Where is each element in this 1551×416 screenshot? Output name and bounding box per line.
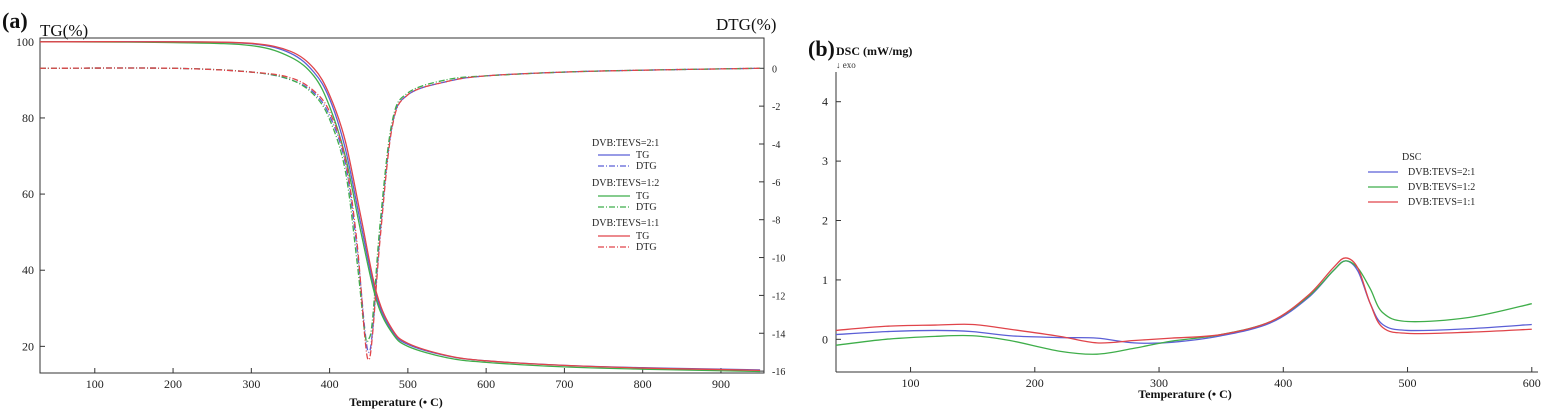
panel-b-xlabel: Temperature (• C) (1138, 387, 1232, 401)
panel-b-exo-label: ↓ exo (836, 60, 856, 70)
legend-a-label-dtg-3: DTG (636, 242, 657, 253)
panel-b-series (835, 257, 1532, 355)
legend-a-label-dtg-1: DTG (636, 161, 657, 172)
b-xtick-label-1: 200 (1026, 376, 1044, 390)
a-xtick-label-3: 400 (321, 377, 339, 391)
panel-a-xlabel: Temperature (• C) (349, 395, 443, 409)
b-xtick-label-5: 600 (1523, 376, 1541, 390)
b-ytick-label-3: 3 (822, 154, 828, 168)
panel-a-ticks: 100 200 300 400 500 600 700 800 900 20 40 60 80 100 0 -… (16, 35, 785, 391)
legend-a-heading-1: DVB:TEVS=2:1 (592, 138, 659, 149)
a-y2tick-label-6: -12 (772, 291, 785, 302)
panel-b-ticks: 100 200 300 400 500 600 0 1 2 3 4 (822, 95, 1541, 390)
panel-b-ylabel: DSC (mW/mg) (836, 44, 912, 58)
b-ytick-label-4: 4 (822, 95, 828, 109)
a-y2tick-label-2: -4 (772, 140, 780, 151)
a-series-line-1 (39, 67, 761, 353)
b-series-line-0 (835, 260, 1532, 344)
legend-a-label-tg-1: TG (636, 150, 649, 161)
a-xtick-label-4: 500 (399, 377, 417, 391)
legend-b-label-3: DVB:TEVS=1:1 (1408, 197, 1475, 208)
legend-b-label-2: DVB:TEVS=1:2 (1408, 182, 1475, 193)
legend-b-label-1: DVB:TEVS=2:1 (1408, 167, 1475, 178)
a-y2tick-label-7: -14 (772, 329, 785, 340)
a-xtick-label-5: 600 (477, 377, 495, 391)
a-y2tick-label-5: -10 (772, 254, 785, 265)
panel-a-frame (39, 37, 765, 374)
a-xtick-label-8: 900 (712, 377, 730, 391)
b-xtick-label-4: 500 (1399, 376, 1417, 390)
a-xtick-label-7: 800 (634, 377, 652, 391)
a-y2tick-label-4: -8 (772, 216, 780, 227)
a-ytick-label-4: 100 (16, 35, 34, 49)
panel-a-series (39, 41, 761, 373)
panel-a-label: (a) (2, 8, 28, 33)
legend-a-heading-3: DVB:TEVS=1:1 (592, 218, 659, 229)
b-ytick-label-1: 1 (822, 273, 828, 287)
panel-a-left-ylabel: TG(%) (40, 21, 88, 40)
panel-a-legend: DVB:TEVS=2:1 TG DTG DVB:TEVS=1:2 TG DTG … (592, 138, 659, 253)
a-xtick-label-1: 200 (164, 377, 182, 391)
a-series-line-5 (39, 67, 761, 361)
b-series-line-2 (835, 257, 1532, 344)
b-series-line-1 (835, 260, 1532, 355)
legend-a-label-tg-3: TG (636, 231, 649, 242)
a-ytick-label-3: 80 (22, 111, 34, 125)
b-xtick-label-3: 400 (1274, 376, 1292, 390)
panel-b-legend: DSC DVB:TEVS=2:1 DVB:TEVS=1:2 DVB:TEVS=1… (1368, 152, 1475, 208)
a-ytick-label-2: 60 (22, 187, 34, 201)
b-ytick-label-2: 2 (822, 214, 828, 228)
b-xtick-label-0: 100 (902, 376, 920, 390)
b-ytick-label-0: 0 (822, 332, 828, 346)
legend-a-label-dtg-2: DTG (636, 202, 657, 213)
legend-a-heading-2: DVB:TEVS=1:2 (592, 178, 659, 189)
b-xtick-label-2: 300 (1150, 376, 1168, 390)
a-y2tick-label-1: -2 (772, 102, 780, 113)
a-xtick-label-2: 300 (242, 377, 260, 391)
a-y2tick-label-0: 0 (772, 64, 777, 75)
a-ytick-label-0: 20 (22, 339, 34, 353)
a-y2tick-label-3: -6 (772, 178, 780, 189)
a-y2tick-label-8: -16 (772, 367, 785, 378)
a-ytick-label-1: 40 (22, 263, 34, 277)
a-xtick-label-0: 100 (86, 377, 104, 391)
legend-a-label-tg-2: TG (636, 191, 649, 202)
a-xtick-label-6: 700 (555, 377, 573, 391)
legend-b-title: DSC (1402, 152, 1422, 163)
a-series-line-4 (39, 41, 761, 371)
panel-a-right-ylabel: DTG(%) (716, 15, 776, 34)
panel-b-label: (b) (808, 36, 835, 61)
